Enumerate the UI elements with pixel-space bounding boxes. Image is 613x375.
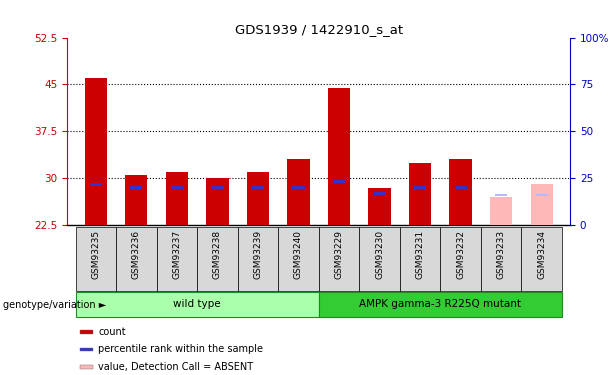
FancyBboxPatch shape <box>238 227 278 291</box>
FancyBboxPatch shape <box>116 227 156 291</box>
Bar <box>414 186 426 189</box>
FancyBboxPatch shape <box>400 227 440 291</box>
Bar <box>125 175 148 225</box>
FancyBboxPatch shape <box>319 292 562 317</box>
Text: wild type: wild type <box>173 299 221 309</box>
FancyBboxPatch shape <box>197 227 238 291</box>
FancyBboxPatch shape <box>319 227 359 291</box>
FancyBboxPatch shape <box>75 292 319 317</box>
Bar <box>490 197 512 225</box>
Text: value, Detection Call = ABSENT: value, Detection Call = ABSENT <box>98 362 253 372</box>
Text: percentile rank within the sample: percentile rank within the sample <box>98 345 263 354</box>
Bar <box>292 186 305 189</box>
Text: count: count <box>98 327 126 337</box>
Bar <box>85 78 107 225</box>
Bar <box>536 194 548 196</box>
Text: GSM93237: GSM93237 <box>172 230 181 279</box>
Text: GSM93239: GSM93239 <box>253 230 262 279</box>
Bar <box>531 184 553 225</box>
FancyBboxPatch shape <box>481 227 522 291</box>
Title: GDS1939 / 1422910_s_at: GDS1939 / 1422910_s_at <box>235 23 403 36</box>
Bar <box>80 348 93 351</box>
Bar <box>211 186 224 189</box>
Bar <box>89 183 102 186</box>
Bar <box>287 159 310 225</box>
Bar <box>252 186 264 189</box>
FancyBboxPatch shape <box>156 227 197 291</box>
Text: GSM93238: GSM93238 <box>213 230 222 279</box>
Text: GSM93231: GSM93231 <box>416 230 425 279</box>
FancyBboxPatch shape <box>278 227 319 291</box>
FancyBboxPatch shape <box>522 227 562 291</box>
FancyBboxPatch shape <box>75 227 116 291</box>
Text: GSM93236: GSM93236 <box>132 230 141 279</box>
Bar <box>495 194 508 196</box>
Text: GSM93229: GSM93229 <box>335 230 343 279</box>
Bar <box>80 364 93 369</box>
Bar <box>206 178 229 225</box>
Bar <box>171 186 183 189</box>
Bar <box>454 186 466 189</box>
FancyBboxPatch shape <box>440 227 481 291</box>
Text: AMPK gamma-3 R225Q mutant: AMPK gamma-3 R225Q mutant <box>359 299 522 309</box>
Text: GSM93234: GSM93234 <box>537 230 546 279</box>
FancyBboxPatch shape <box>359 227 400 291</box>
Bar <box>333 180 345 183</box>
Text: GSM93232: GSM93232 <box>456 230 465 279</box>
Bar <box>368 188 390 225</box>
Text: GSM93233: GSM93233 <box>497 230 506 279</box>
Text: GSM93240: GSM93240 <box>294 230 303 279</box>
Bar <box>166 172 188 225</box>
Bar <box>80 330 93 334</box>
Text: GSM93230: GSM93230 <box>375 230 384 279</box>
Text: GSM93235: GSM93235 <box>91 230 101 279</box>
Bar <box>247 172 269 225</box>
Bar <box>373 192 386 195</box>
Text: genotype/variation ►: genotype/variation ► <box>3 300 106 310</box>
Bar <box>328 87 350 225</box>
Bar <box>449 159 472 225</box>
Bar <box>409 162 432 225</box>
Bar <box>130 186 142 189</box>
